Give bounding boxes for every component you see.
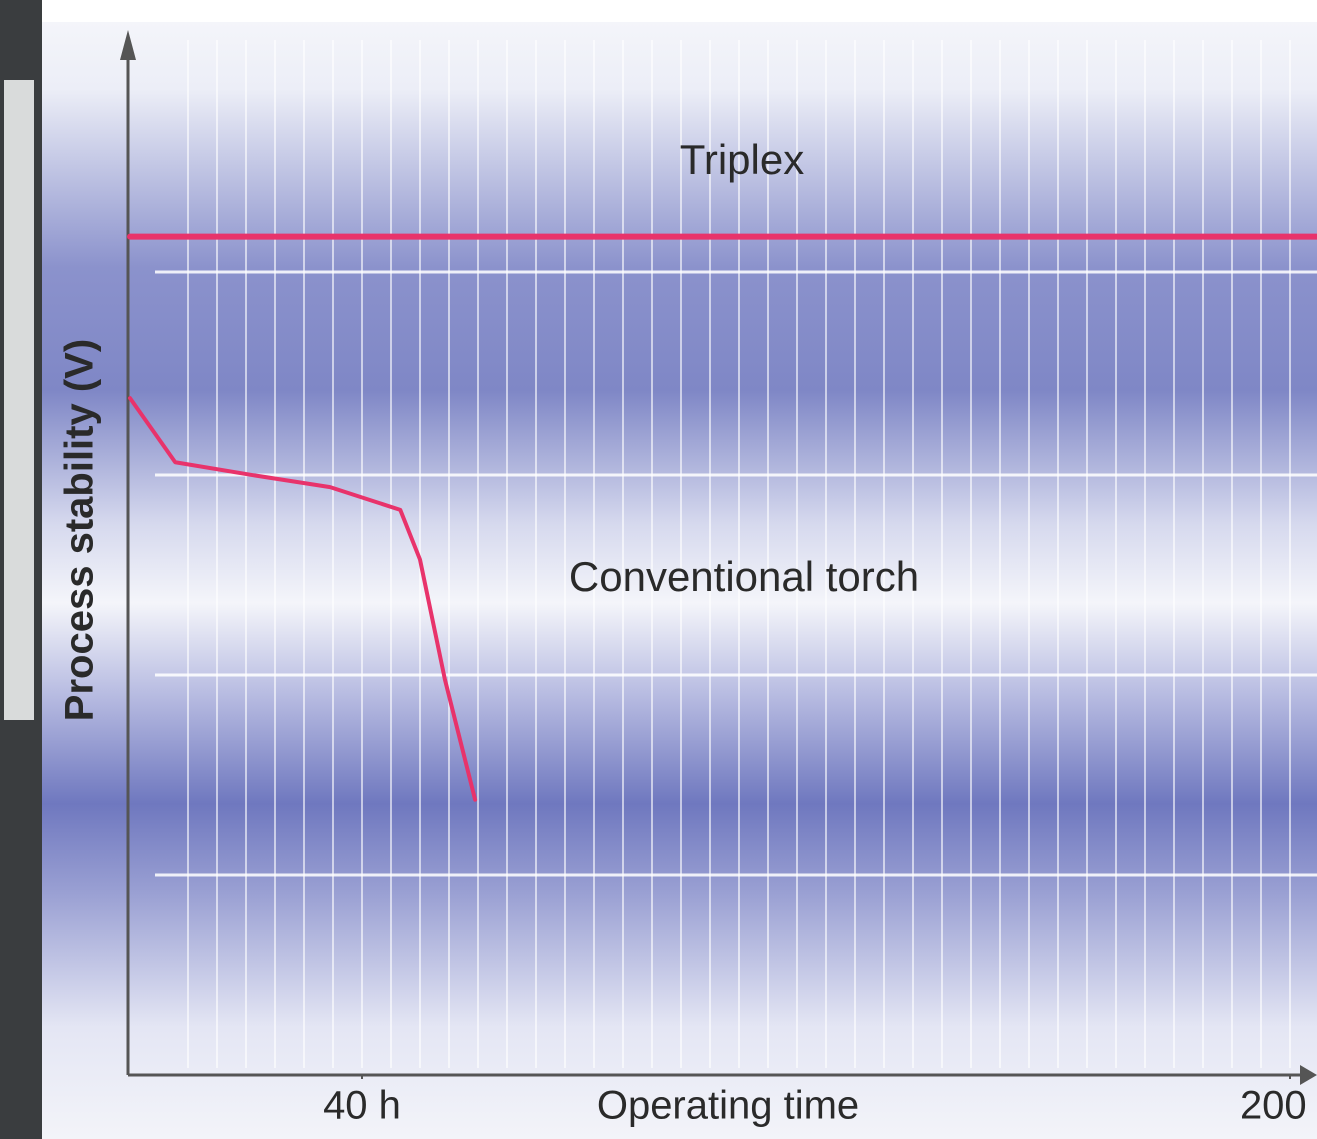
x-tick-label: 200 h bbox=[1240, 1084, 1317, 1128]
x-tick-label: 40 h bbox=[323, 1084, 401, 1128]
page: Operating time Process stability (V) 40 … bbox=[0, 0, 1317, 1139]
chart: Operating time Process stability (V) 40 … bbox=[0, 0, 1317, 1139]
x-axis-label: Operating time bbox=[597, 1084, 859, 1128]
side-strip-detail bbox=[4, 80, 34, 720]
series-label: Triplex bbox=[680, 136, 804, 183]
y-axis-label: Process stability (V) bbox=[58, 339, 102, 721]
series-label: Conventional torch bbox=[569, 553, 919, 600]
